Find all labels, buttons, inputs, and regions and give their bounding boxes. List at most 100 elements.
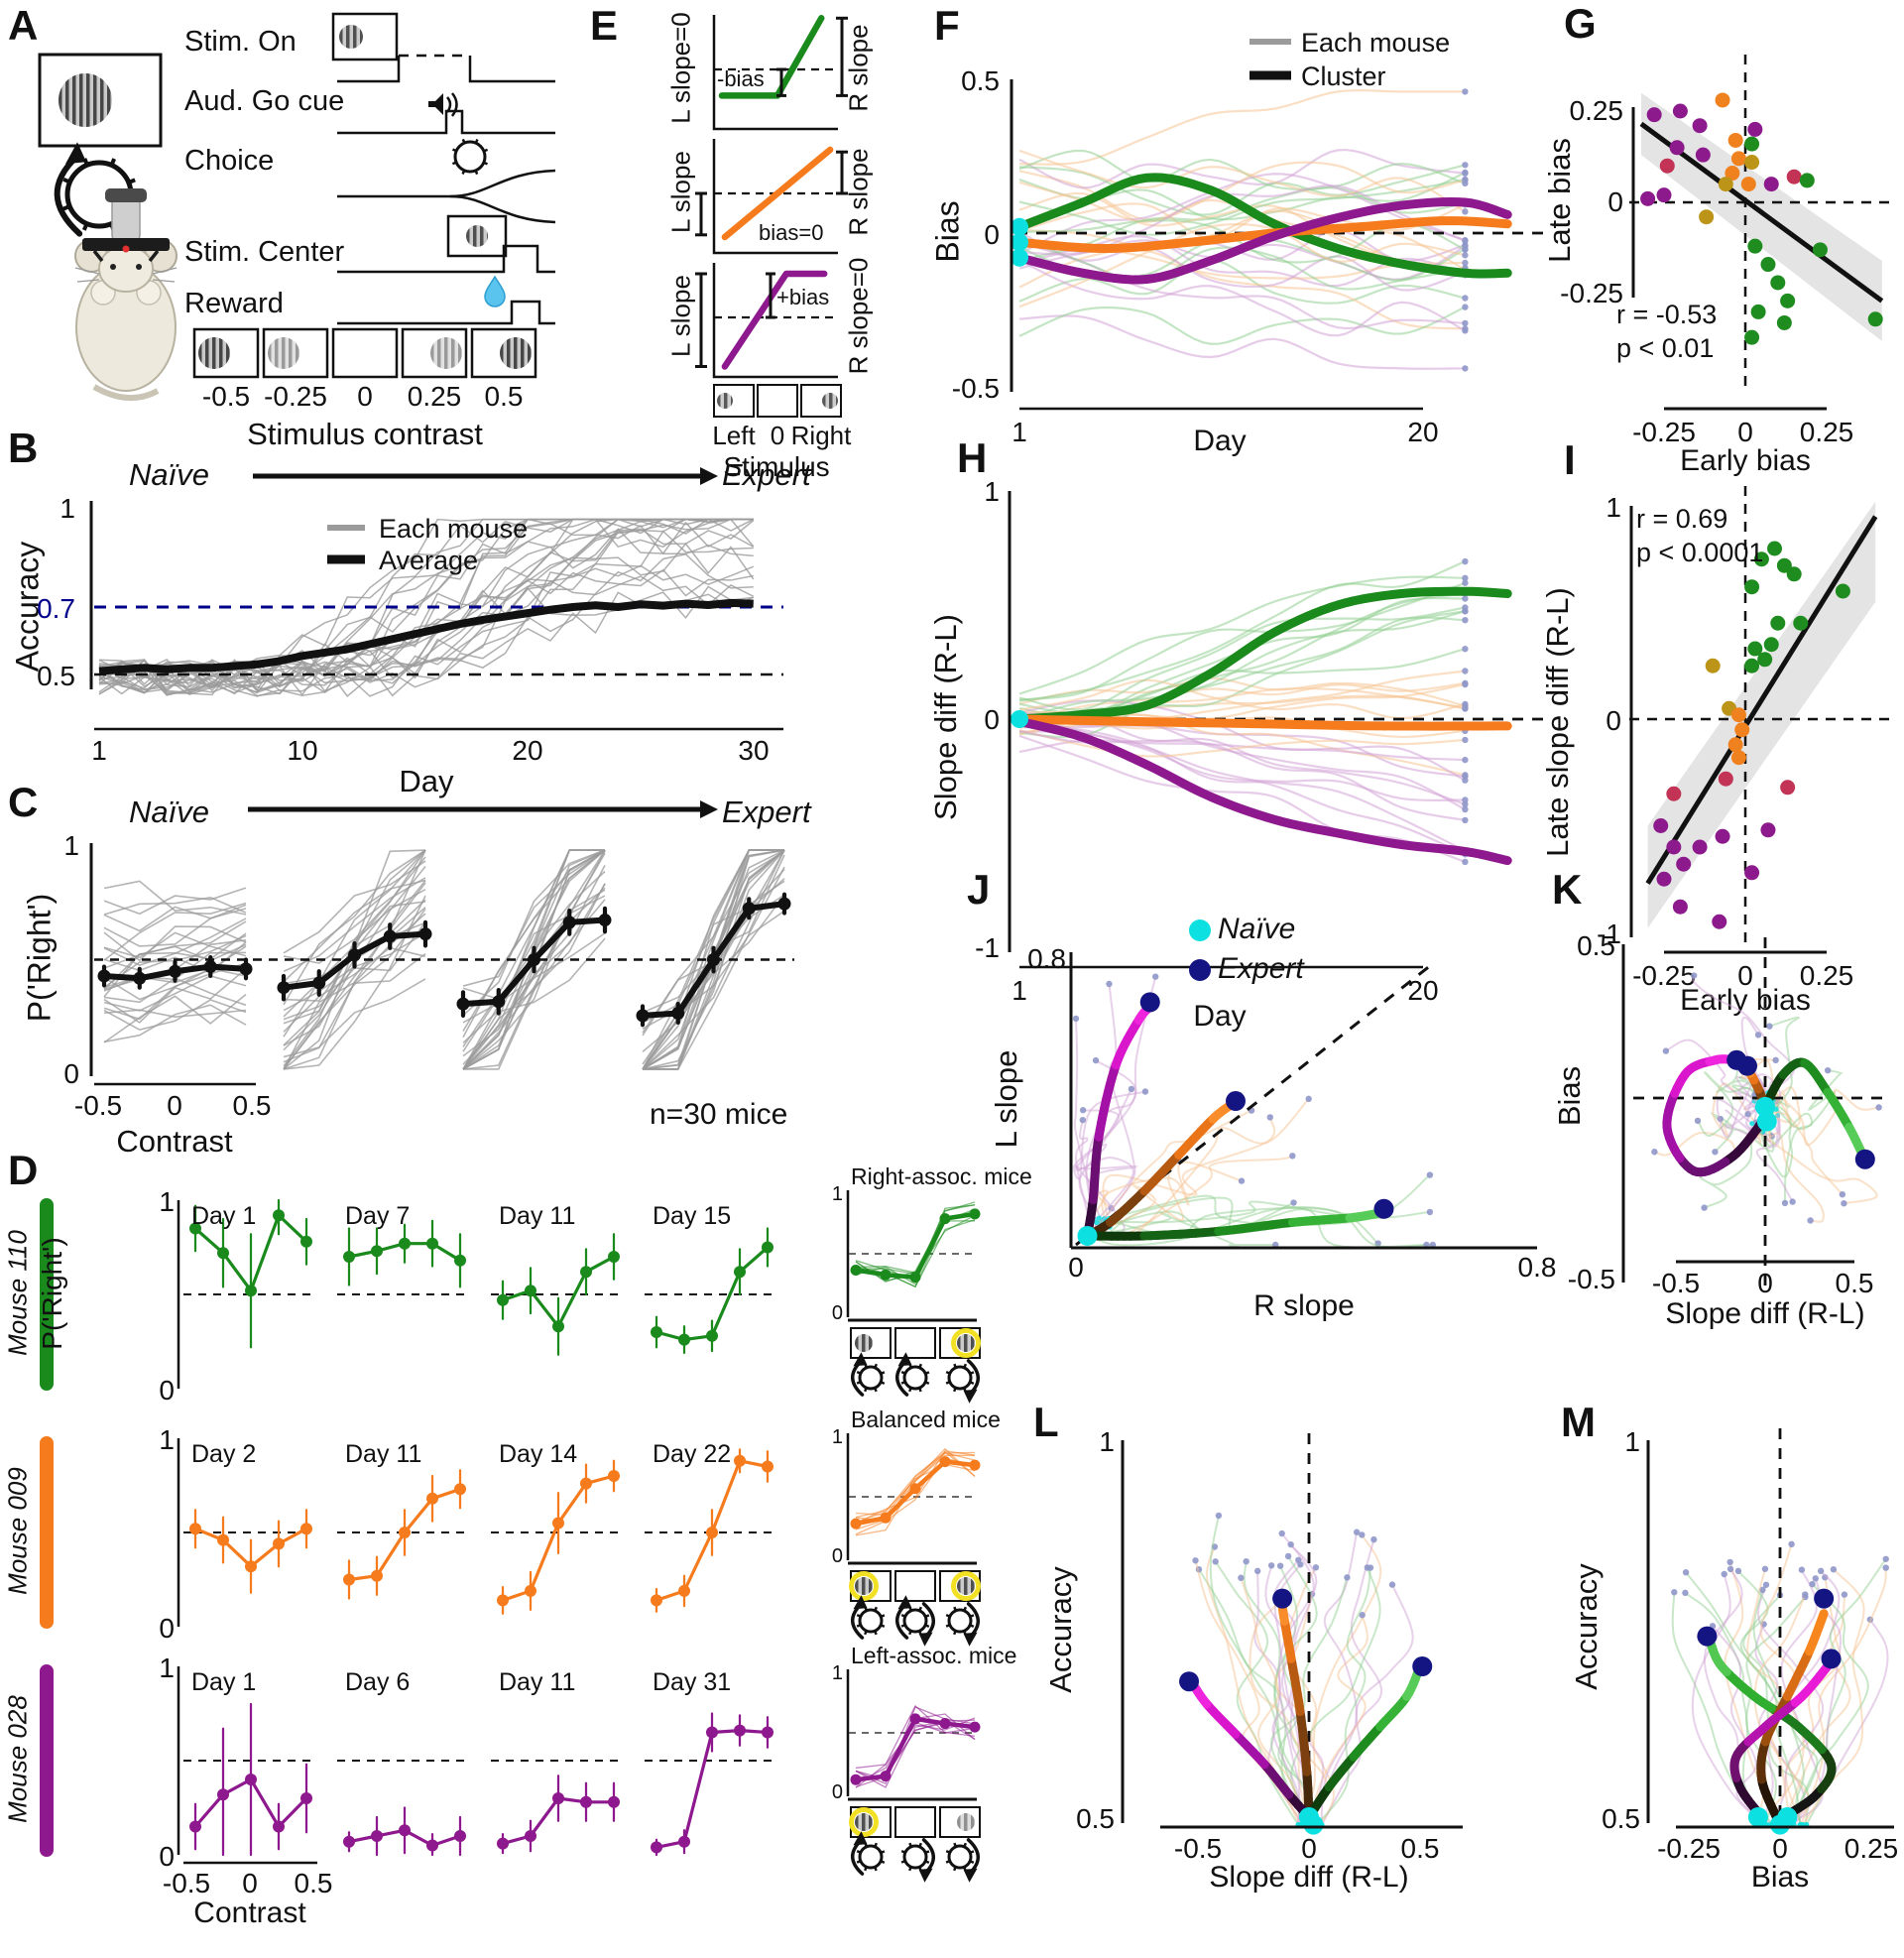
timeline-row-label: Stim. Center [184, 236, 344, 269]
panel-g: G Late bias r = -0.53 p < 0.01 Early bia… [1532, 0, 1904, 496]
panel-f-canvas [922, 0, 1557, 466]
legend-average: Average [379, 546, 478, 576]
ytick: 0.25 [1504, 95, 1623, 127]
bias-annotation: bias=0 [759, 220, 823, 246]
day-label: Day 7 [345, 1202, 410, 1231]
day-label: Day 1 [191, 1202, 256, 1231]
legend-cluster: Cluster [1301, 61, 1386, 92]
ytick: 0.5 [881, 65, 1000, 97]
accuracy-axis-label: Accuracy [1569, 1428, 1605, 1825]
day-label: Day 6 [345, 1668, 410, 1697]
legend-expert: Expert [1218, 952, 1304, 986]
ytick: 1 [724, 1183, 843, 1206]
group-title: Left-assoc. mice [851, 1643, 1016, 1669]
n-mice-note: n=30 mice [650, 1098, 787, 1132]
bias-annotation: +bias [776, 285, 829, 310]
panel-d-canvas [0, 1141, 1061, 1891]
day-label: Day 22 [653, 1440, 731, 1469]
ytick: 1 [724, 1426, 843, 1449]
bias-annotation: -bias [717, 66, 765, 92]
ytick: -0.5 [1496, 1264, 1615, 1295]
legend-each-mouse: Each mouse [379, 514, 528, 545]
ytick-1: 1 [20, 830, 79, 862]
ytick: 0 [724, 1781, 843, 1804]
ytick: 1 [1521, 1426, 1640, 1458]
xtick-0: 0 [1056, 1252, 1096, 1284]
day-label: Day 31 [653, 1668, 731, 1697]
ytick: 0 [1502, 705, 1621, 737]
timeline-row-label: Choice [184, 145, 274, 178]
ytick: 0.5 [1496, 930, 1615, 962]
contrast-tick: 0.5 [214, 1868, 413, 1899]
ytick: 0 [724, 1302, 843, 1325]
naive-label: Naïve [129, 457, 209, 493]
ytick: 1 [881, 476, 1000, 508]
r-slope-label: R slope=0 [844, 118, 875, 515]
panel-c: C Naïve Expert P('Right') 1 0 Contrast n… [0, 779, 823, 1175]
expert-label: Expert [722, 795, 811, 830]
ytick: -0.25 [1504, 278, 1623, 309]
ytick: 1 [1502, 492, 1621, 524]
day-label: Day 11 [345, 1440, 421, 1469]
day-tick: 10 [203, 735, 402, 767]
accuracy-axis-label: Accuracy [1043, 1431, 1079, 1828]
ytick: 0 [56, 1375, 175, 1407]
figure-root: { "colors":{ "green":"#1a8a1c","orange":… [0, 0, 1904, 1891]
xtick: 0.5 [1755, 1268, 1904, 1299]
r-value: r = 0.69 [1636, 504, 1727, 535]
panel-e-label: E [590, 2, 618, 50]
mouse-label: Mouse 028 [3, 1561, 34, 1958]
contrast-axis-label: Contrast [171, 1897, 329, 1930]
day-tick: 30 [654, 735, 853, 767]
ytick: 0 [1504, 186, 1623, 218]
panel-i-label: I [1564, 436, 1576, 484]
xtick: 0.25 [1772, 1833, 1904, 1865]
stimulus-tick: Right [722, 421, 920, 451]
day-label: Day 2 [191, 1440, 256, 1469]
ytick-07: 0.7 [16, 593, 75, 625]
slope-diff-axis-label: Slope diff (R-L) [1636, 1297, 1894, 1331]
group-title: Balanced mice [851, 1407, 1001, 1433]
timeline-row-label: Stim. On [184, 26, 297, 59]
day-label: Day 11 [499, 1668, 575, 1697]
naive-label: Naïve [129, 795, 209, 830]
panel-j-label: J [967, 866, 990, 914]
ytick-05: 0.5 [16, 661, 75, 692]
l-slope-label: L slope [666, 118, 697, 515]
ytick-0: 0 [20, 1058, 79, 1090]
ytick: 0 [56, 1613, 175, 1645]
ytick: 0 [881, 219, 1000, 251]
ytick-08: 0.8 [1007, 943, 1066, 975]
legend-each-mouse: Each mouse [1301, 28, 1450, 59]
timeline-row-label: Aud. Go cue [184, 85, 344, 118]
ytick: 1 [56, 1652, 175, 1684]
r-value: r = -0.53 [1616, 300, 1717, 330]
day-label: Day 15 [653, 1202, 731, 1231]
day-label: Day 14 [499, 1440, 577, 1469]
ytick: 0 [881, 704, 1000, 736]
day-label: Day 11 [499, 1202, 575, 1231]
ytick: 0 [724, 1545, 843, 1568]
ytick-1: 1 [16, 493, 75, 525]
legend-naive: Naïve [1218, 913, 1295, 946]
ytick: 1 [56, 1186, 175, 1218]
ytick: 1 [996, 1426, 1115, 1458]
p-value: p < 0.0001 [1636, 538, 1763, 568]
ytick: 1 [56, 1424, 175, 1456]
timeline-row-label: Reward [184, 288, 284, 320]
ytick: 1 [724, 1662, 843, 1685]
day-tick: 20 [428, 735, 627, 767]
p-value: p < 0.01 [1616, 333, 1714, 364]
ytick: 0.5 [1521, 1803, 1640, 1835]
panel-a-label: A [8, 2, 38, 50]
slope-diff-axis-label: Slope diff (R-L) [1180, 1861, 1438, 1895]
contrast-tick: 0.5 [153, 1090, 351, 1122]
day-label: Day 1 [191, 1668, 256, 1697]
panel-j: J L slope 0.8 0 0.8 R slope Naïve Expert [952, 853, 1557, 1329]
